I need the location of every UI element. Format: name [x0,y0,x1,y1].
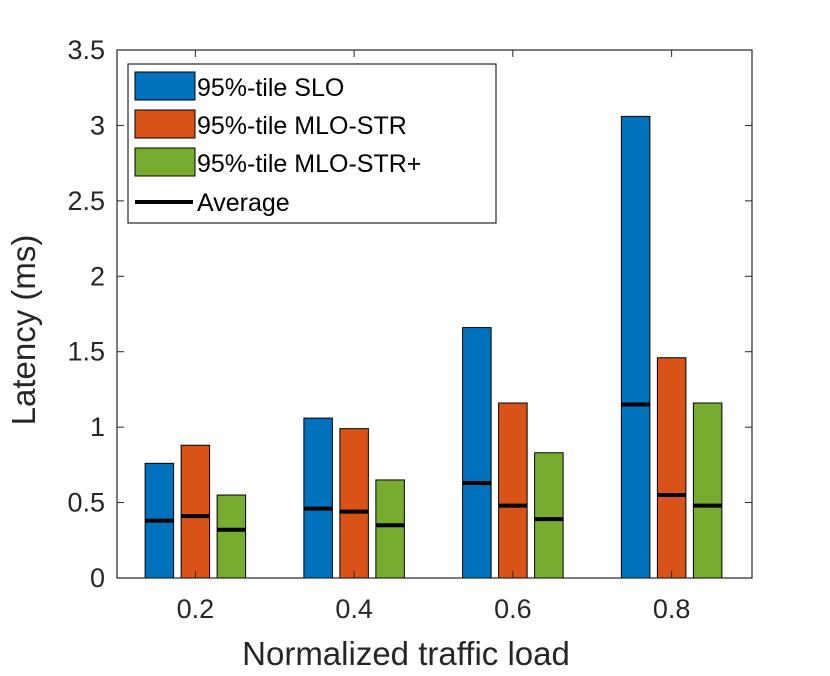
legend: 95%-tile SLO 95%-tile MLO-STR 95%-tile M… [127,63,497,224]
legend-label-slo: 95%-tile SLO [197,74,344,102]
bar-95-tile-mlo-str-0.6 [498,402,528,579]
y-tick-label: 1 [90,412,105,442]
plot-frame [116,49,753,579]
legend-swatch-mlo-str [134,109,196,139]
legend-label-mlo-str: 95%-tile MLO-STR [197,112,407,140]
legend-swatch-mlo-str-plus [134,147,196,177]
x-tick-label: 0.6 [494,594,532,624]
legend-swatch-slo [134,71,196,101]
y-tick-label: 2 [90,261,105,291]
bar-95-tile-slo-0.8 [620,115,651,579]
y-tick-label: 1.5 [67,337,105,367]
bar-95-tile-mlo-str--0.6 [534,452,564,579]
y-tick-label: 0.5 [67,488,105,518]
bar-95-tile-mlo-str--0.2 [216,494,247,579]
x-axis-label: Normalized traffic load [242,635,570,672]
y-tick-label: 3.5 [67,35,105,65]
bar-95-tile-slo-0.6 [462,327,492,579]
bar-95-tile-mlo-str--0.4 [375,479,405,579]
legend-label-mlo-str-plus: 95%-tile MLO-STR+ [197,150,421,178]
bars-group [144,115,723,579]
legend-label-average: Average [197,189,290,217]
y-tick-label: 2.5 [67,186,105,216]
bar-95-tile-mlo-str-0.8 [656,357,687,579]
x-tick-label: 0.2 [177,594,215,624]
bar-95-tile-mlo-str-0.2 [180,444,211,579]
bar-95-tile-mlo-str-0.4 [339,428,369,579]
bar-95-tile-mlo-str--0.8 [692,402,723,579]
x-tick-label: 0.8 [653,594,691,624]
x-axis: 0.2 0.4 0.6 0.8 [177,50,691,624]
y-axis-label: Latency (ms) [5,235,42,426]
y-axis: 0 0.5 1 1.5 2 2.5 3 3.5 [67,35,752,593]
bar-95-tile-slo-0.4 [303,417,333,579]
y-tick-label: 3 [90,110,105,140]
y-tick-label: 0 [90,563,105,593]
average-markers-group [145,402,722,532]
x-tick-label: 0.4 [335,594,373,624]
